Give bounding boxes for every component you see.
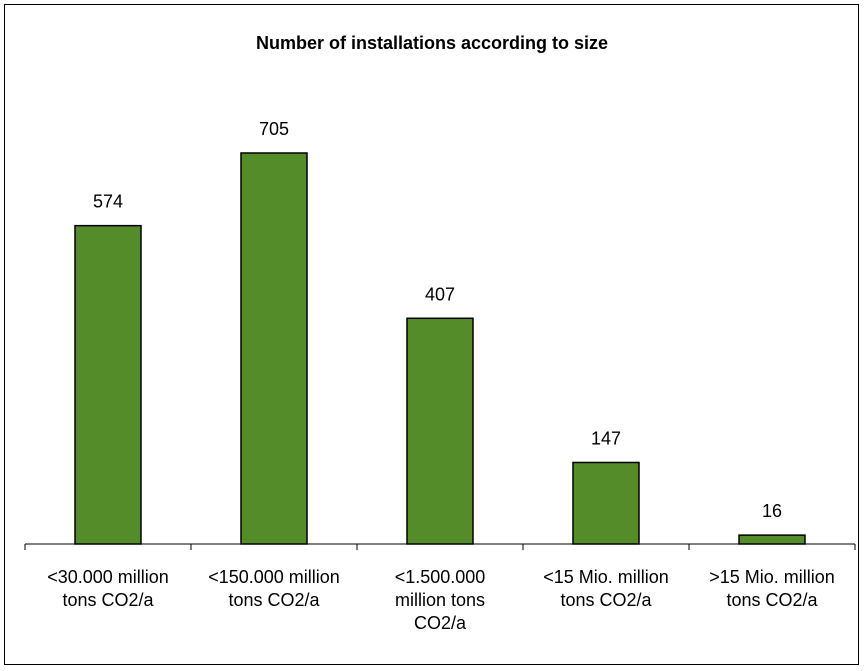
category-label: <1.500.000 million tons CO2/a bbox=[395, 567, 486, 633]
category-label-line: tons CO2/a bbox=[62, 590, 154, 610]
category-label-line: <30.000 million bbox=[47, 567, 169, 587]
bar-value-label: 705 bbox=[259, 119, 289, 139]
category-label: >15 Mio. million tons CO2/a bbox=[709, 567, 835, 610]
category-label: <15 Mio. million tons CO2/a bbox=[543, 567, 669, 610]
bar bbox=[406, 317, 474, 545]
bar-value-label: 407 bbox=[425, 284, 455, 304]
category-label-line: tons CO2/a bbox=[228, 590, 320, 610]
category-label-line: tons CO2/a bbox=[560, 590, 652, 610]
bars-group bbox=[74, 152, 806, 545]
bar-value-label: 147 bbox=[591, 428, 621, 448]
category-label-line: <1.500.000 bbox=[395, 567, 486, 587]
chart-title: Number of installations according to siz… bbox=[256, 33, 608, 53]
category-label: <30.000 million tons CO2/a bbox=[47, 567, 169, 610]
value-labels-group: 574 705 407 147 16 bbox=[93, 119, 782, 521]
category-label-line: million tons bbox=[395, 590, 485, 610]
category-label-line: >15 Mio. million bbox=[709, 567, 835, 587]
category-label-line: tons CO2/a bbox=[726, 590, 818, 610]
bar bbox=[738, 534, 806, 545]
bar-value-label: 574 bbox=[93, 192, 123, 212]
category-label: <150.000 million tons CO2/a bbox=[208, 567, 340, 610]
bar bbox=[240, 152, 308, 545]
bar bbox=[572, 461, 640, 545]
category-label-line: CO2/a bbox=[414, 613, 467, 633]
category-label-line: <15 Mio. million bbox=[543, 567, 669, 587]
x-axis bbox=[24, 543, 856, 550]
category-label-line: <150.000 million bbox=[208, 567, 340, 587]
bar-value-label: 16 bbox=[762, 501, 782, 521]
category-labels-group: <30.000 million tons CO2/a<150.000 millio… bbox=[47, 567, 835, 633]
bar bbox=[74, 224, 142, 545]
